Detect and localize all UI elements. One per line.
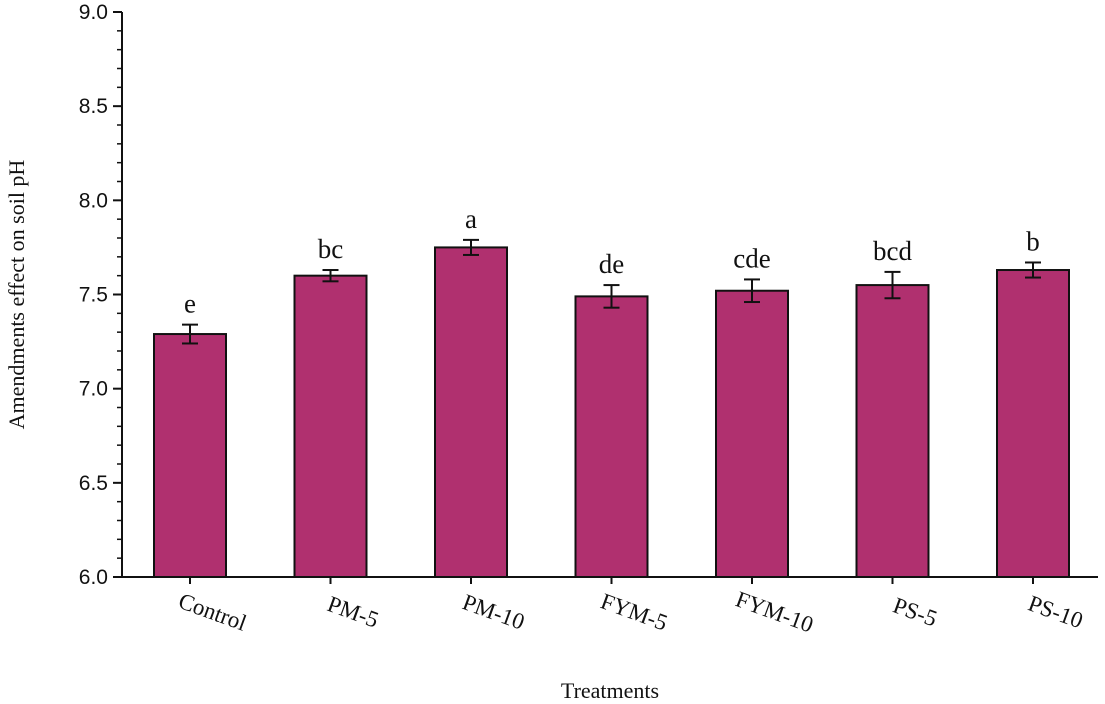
error-bar (463, 238, 479, 256)
significance-letter: bcd (873, 236, 912, 266)
error-bar (884, 270, 901, 300)
error-bar (744, 278, 760, 304)
bar (574, 295, 649, 578)
y-tick-label: 6.5 (79, 472, 108, 495)
x-tick-label: PM-10 (459, 589, 528, 634)
x-tick-label: PS-10 (1025, 591, 1086, 634)
significance-letter: e (184, 289, 196, 319)
chart-marks: e bc a de cde bcd b (153, 204, 1070, 579)
significance-letter: cde (733, 243, 770, 273)
error-bar (603, 284, 620, 309)
y-tick-label: 8.5 (79, 95, 108, 118)
bar (855, 284, 930, 578)
error-bar (182, 323, 198, 345)
x-tick-label: FYM-10 (732, 586, 816, 637)
x-tick-label: PS-5 (890, 593, 941, 632)
bar (153, 333, 227, 578)
bar (996, 269, 1070, 578)
significance-letter: b (1026, 226, 1040, 256)
y-tick-label: 8.0 (79, 189, 108, 212)
y-tick-label: 7.5 (79, 284, 108, 307)
error-bar (322, 269, 339, 283)
significance-letter: bc (318, 234, 344, 264)
significance-letter: de (599, 249, 625, 279)
x-axis-title: Treatments (561, 678, 659, 703)
bar (293, 274, 368, 578)
y-axis-title: Amendments effect on soil pH (4, 160, 29, 430)
x-tick-label: Control (175, 588, 250, 636)
error-bar (1025, 261, 1041, 279)
x-tick-label: FYM-5 (597, 588, 670, 635)
significance-letter: a (465, 204, 477, 234)
y-tick-label: 7.0 (79, 378, 108, 401)
y-tick-label: 9.0 (79, 1, 108, 24)
bar (715, 289, 789, 578)
y-tick-label: 6.0 (79, 566, 108, 589)
bar (434, 246, 508, 579)
x-tick-label: PM-5 (324, 591, 382, 632)
